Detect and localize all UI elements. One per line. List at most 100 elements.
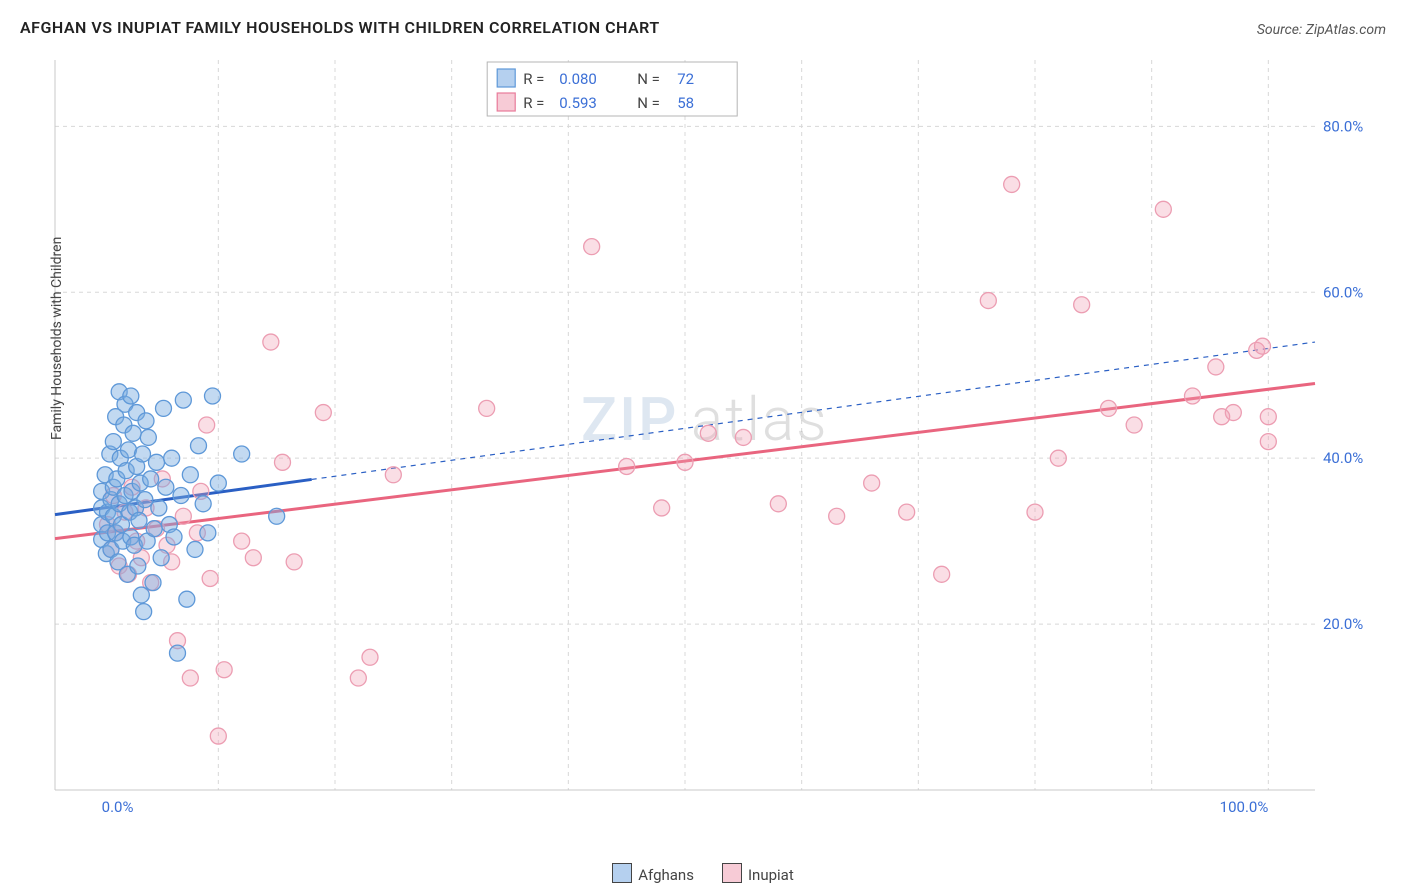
data-point-inupiat: [275, 454, 291, 470]
data-point-inupiat: [175, 508, 191, 524]
data-point-inupiat: [1155, 201, 1171, 217]
y-tick-label: 80.0%: [1323, 117, 1363, 135]
data-point-afghans: [131, 512, 147, 528]
data-point-afghans: [146, 521, 162, 537]
data-point-inupiat: [1126, 417, 1142, 433]
data-point-afghans: [158, 479, 174, 495]
data-point-inupiat: [362, 649, 378, 665]
data-point-afghans: [143, 471, 159, 487]
data-point-inupiat: [584, 239, 600, 255]
data-point-inupiat: [677, 454, 693, 470]
data-point-afghans: [200, 525, 216, 541]
data-point-inupiat: [1208, 359, 1224, 375]
data-point-afghans: [173, 488, 189, 504]
x-tick-label: 100.0%: [1220, 798, 1269, 816]
data-point-inupiat: [1214, 409, 1230, 425]
data-point-inupiat: [619, 458, 635, 474]
data-point-afghans: [234, 446, 250, 462]
watermark: atlas: [691, 384, 829, 455]
source-attribution: Source: ZipAtlas.com: [1257, 22, 1386, 38]
data-point-inupiat: [934, 566, 950, 582]
data-point-afghans: [187, 541, 203, 557]
data-point-inupiat: [1027, 504, 1043, 520]
data-point-afghans: [105, 434, 121, 450]
data-point-afghans: [125, 425, 141, 441]
data-point-afghans: [164, 450, 180, 466]
data-point-inupiat: [1004, 176, 1020, 192]
data-point-afghans: [151, 500, 167, 516]
data-point-afghans: [210, 475, 226, 491]
data-point-inupiat: [899, 504, 915, 520]
legend-n-label: N =: [637, 70, 660, 88]
data-point-inupiat: [829, 508, 845, 524]
legend-r-label: R =: [523, 94, 544, 112]
scatter-chart: 20.0%40.0%60.0%80.0%0.0%100.0%ZIPatlasR …: [45, 50, 1385, 830]
data-point-inupiat: [245, 550, 261, 566]
data-point-afghans: [170, 645, 186, 661]
data-point-afghans: [191, 438, 207, 454]
data-point-afghans: [182, 467, 198, 483]
data-point-inupiat: [1260, 434, 1276, 450]
data-point-afghans: [205, 388, 221, 404]
data-point-afghans: [138, 413, 154, 429]
data-point-afghans: [136, 604, 152, 620]
data-point-afghans: [195, 496, 211, 512]
watermark: ZIP: [581, 384, 678, 455]
data-point-afghans: [269, 508, 285, 524]
data-point-afghans: [130, 558, 146, 574]
legend-label-b: Inupiat: [748, 866, 794, 884]
data-point-inupiat: [1074, 297, 1090, 313]
data-point-afghans: [145, 575, 161, 591]
x-tick-label: 0.0%: [102, 798, 134, 816]
chart-title: AFGHAN VS INUPIAT FAMILY HOUSEHOLDS WITH…: [20, 18, 660, 37]
data-point-inupiat: [234, 533, 250, 549]
legend-n-value-a: 72: [677, 70, 694, 88]
data-point-inupiat: [479, 400, 495, 416]
y-tick-label: 60.0%: [1323, 283, 1363, 301]
data-point-inupiat: [315, 405, 331, 421]
legend-r-value-a: 0.080: [559, 70, 597, 88]
data-point-inupiat: [700, 425, 716, 441]
data-point-inupiat: [1101, 400, 1117, 416]
source-label: Source:: [1257, 22, 1306, 38]
data-point-inupiat: [735, 429, 751, 445]
legend-bottom: Afghans Inupiat: [0, 863, 1406, 884]
data-point-inupiat: [216, 662, 232, 678]
legend-item-afghans: Afghans: [612, 863, 694, 884]
data-point-inupiat: [1050, 450, 1066, 466]
data-point-afghans: [123, 388, 139, 404]
data-point-inupiat: [182, 670, 198, 686]
data-point-afghans: [135, 446, 151, 462]
data-point-inupiat: [202, 570, 218, 586]
data-point-inupiat: [864, 475, 880, 491]
legend-r-value-b: 0.593: [559, 94, 597, 112]
data-point-afghans: [153, 550, 169, 566]
data-point-inupiat: [286, 554, 302, 570]
data-point-afghans: [133, 587, 149, 603]
data-point-afghans: [166, 529, 182, 545]
data-point-inupiat: [1185, 388, 1201, 404]
data-point-inupiat: [654, 500, 670, 516]
data-point-inupiat: [210, 728, 226, 744]
data-point-inupiat: [385, 467, 401, 483]
legend-swatch-blue: [497, 69, 515, 87]
data-point-inupiat: [263, 334, 279, 350]
data-point-afghans: [140, 429, 156, 445]
legend-n-label: N =: [637, 94, 660, 112]
data-point-inupiat: [350, 670, 366, 686]
legend-item-inupiat: Inupiat: [722, 863, 794, 884]
source-name: ZipAtlas.com: [1306, 22, 1386, 38]
data-point-inupiat: [1255, 338, 1271, 354]
legend-swatch-pink: [722, 863, 742, 883]
data-point-afghans: [156, 400, 172, 416]
legend-n-value-b: 58: [677, 94, 694, 112]
legend-swatch-pink: [497, 93, 515, 111]
data-point-afghans: [175, 392, 191, 408]
legend-label-a: Afghans: [638, 866, 694, 884]
data-point-afghans: [137, 492, 153, 508]
legend-r-label: R =: [523, 70, 544, 88]
data-point-afghans: [179, 591, 195, 607]
y-axis-label: Family Households with Children: [49, 237, 65, 440]
plot-area: Family Households with Children 20.0%40.…: [45, 50, 1385, 830]
data-point-inupiat: [1260, 409, 1276, 425]
